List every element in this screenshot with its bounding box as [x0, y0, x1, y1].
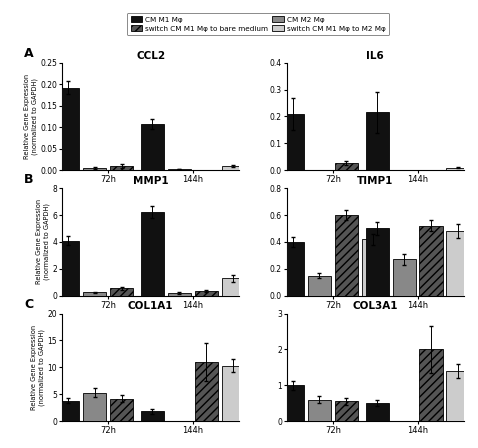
Bar [195, 291, 218, 296]
Bar [222, 166, 245, 170]
Bar [56, 401, 79, 421]
Bar [141, 411, 164, 421]
Title: CCL2: CCL2 [136, 51, 165, 60]
Bar [110, 399, 133, 421]
Bar [83, 293, 107, 296]
Bar [366, 228, 389, 296]
Bar [392, 259, 415, 296]
Bar [222, 278, 245, 296]
Bar [222, 366, 245, 421]
Bar [366, 403, 389, 421]
Bar [420, 349, 443, 421]
Bar [168, 293, 191, 296]
Bar [335, 163, 358, 170]
Bar [366, 112, 389, 170]
Bar [420, 226, 443, 296]
Bar [446, 371, 469, 421]
Text: C: C [24, 298, 33, 311]
Bar [168, 169, 191, 170]
Bar [195, 362, 218, 421]
Bar [281, 114, 304, 170]
Bar [56, 241, 79, 296]
Title: COL1A1: COL1A1 [128, 302, 174, 311]
Y-axis label: Relative Gene Expression
(normalized to GAPDH): Relative Gene Expression (normalized to … [24, 74, 37, 159]
Bar [335, 215, 358, 296]
Title: MMP1: MMP1 [133, 176, 168, 186]
Bar [446, 231, 469, 296]
Bar [281, 242, 304, 296]
Bar [141, 124, 164, 170]
Title: TIMP1: TIMP1 [357, 176, 393, 186]
Bar [110, 166, 133, 170]
Y-axis label: Relative Gene Expression
(normalized to GAPDH): Relative Gene Expression (normalized to … [32, 325, 45, 410]
Bar [446, 168, 469, 170]
Text: B: B [24, 173, 33, 186]
Text: A: A [24, 47, 33, 60]
Bar [281, 385, 304, 421]
Bar [308, 276, 331, 296]
Bar [308, 400, 331, 421]
Bar [83, 392, 107, 421]
Bar [56, 88, 79, 170]
Title: COL3A1: COL3A1 [352, 302, 398, 311]
Bar [141, 212, 164, 296]
Title: IL6: IL6 [366, 51, 384, 60]
Bar [362, 239, 385, 296]
Bar [335, 401, 358, 421]
Y-axis label: Relative Gene Expression
(normalized to GAPDH): Relative Gene Expression (normalized to … [36, 199, 50, 284]
Legend: CM M1 Mφ, switch CM M1 Mφ to bare medium, CM M2 Mφ, switch CM M1 Mφ to M2 Mφ: CM M1 Mφ, switch CM M1 Mφ to bare medium… [127, 13, 389, 35]
Bar [83, 168, 107, 170]
Bar [110, 289, 133, 296]
